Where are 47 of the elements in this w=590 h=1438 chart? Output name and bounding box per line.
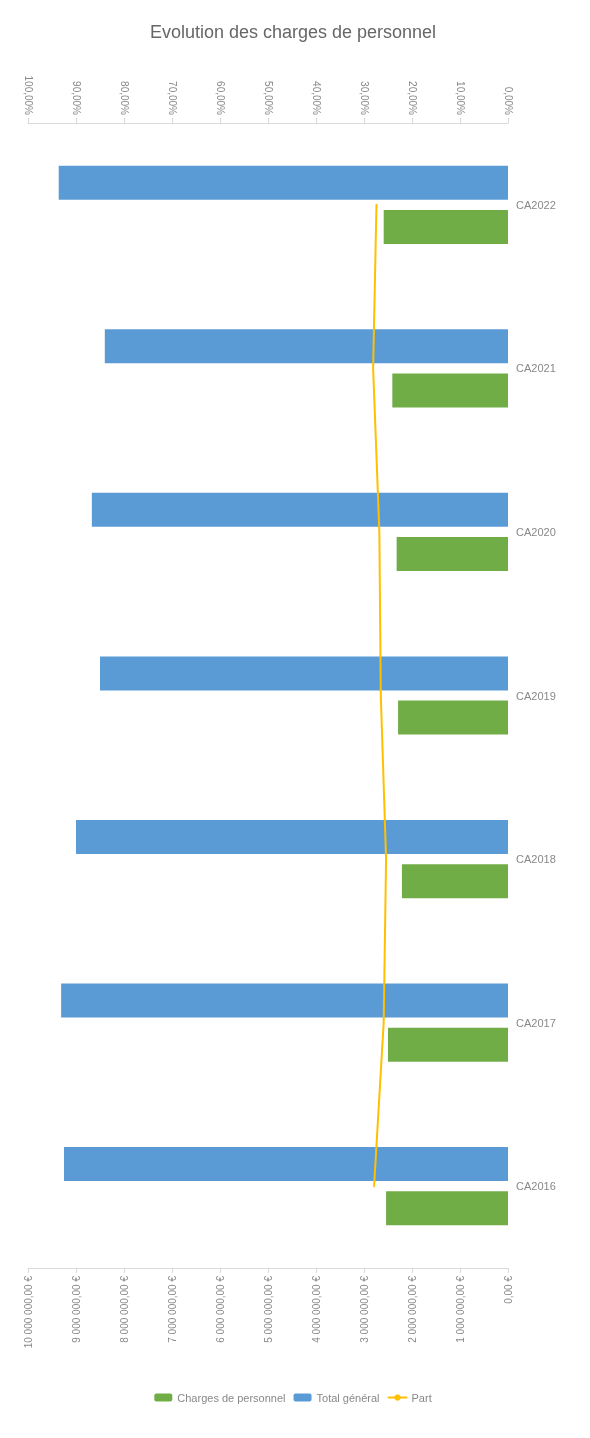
bar: [396, 537, 508, 572]
legend-label: Total général: [316, 1391, 380, 1404]
x-tick-label: 2 000 000,00 €: [406, 1275, 418, 1343]
x-tick-label: 6 000 000,00 €: [214, 1275, 226, 1343]
x2-tick-label: 0,00%: [502, 86, 514, 116]
chart-title: Evolution des charges de personnel: [149, 22, 437, 42]
x2-tick-label: 10,00%: [454, 81, 466, 116]
bar: [64, 1147, 508, 1182]
legend-label: Charges de personnel: [177, 1391, 286, 1404]
y-tick-label: CA2020: [516, 525, 556, 538]
x2-tick-label: 30,00%: [358, 81, 370, 116]
x-tick-label: 1 000 000,00 €: [454, 1275, 466, 1343]
x-tick-label: 0,00 €: [502, 1275, 514, 1304]
bar: [398, 700, 508, 735]
x2-tick-label: 100,00%: [22, 75, 34, 116]
x2-tick-label: 40,00%: [310, 81, 322, 116]
y-tick-label: CA2022: [516, 198, 556, 211]
x-tick-label: 4 000 000,00 €: [310, 1275, 322, 1343]
bar: [104, 329, 508, 364]
x2-tick-label: 90,00%: [70, 81, 82, 116]
bar: [401, 864, 508, 899]
bar: [392, 373, 508, 408]
bar: [383, 209, 508, 244]
bar: [61, 983, 508, 1018]
bar: [91, 492, 508, 527]
x-tick-label: 9 000 000,00 €: [70, 1275, 82, 1343]
bar: [386, 1191, 508, 1226]
bar: [100, 656, 508, 691]
x2-tick-label: 70,00%: [166, 81, 178, 116]
y-tick-label: CA2019: [516, 689, 556, 702]
bar: [76, 819, 508, 854]
x-tick-label: 5 000 000,00 €: [262, 1275, 274, 1343]
x-tick-label: 10 000 000,00 €: [22, 1275, 34, 1349]
x2-tick-label: 20,00%: [406, 81, 418, 116]
y-tick-label: CA2016: [516, 1180, 556, 1193]
x2-tick-label: 80,00%: [118, 81, 130, 116]
x2-tick-label: 60,00%: [214, 81, 226, 116]
x-tick-label: 3 000 000,00 €: [358, 1275, 370, 1343]
y-tick-label: CA2017: [516, 1016, 556, 1029]
x2-tick-label: 50,00%: [262, 81, 274, 116]
bar: [388, 1027, 508, 1062]
y-tick-label: CA2021: [516, 362, 556, 375]
legend-label: Part: [411, 1391, 432, 1404]
y-tick-label: CA2018: [516, 853, 556, 866]
x-tick-label: 7 000 000,00 €: [166, 1275, 178, 1343]
x-tick-label: 8 000 000,00 €: [118, 1275, 130, 1343]
bar: [58, 165, 508, 200]
